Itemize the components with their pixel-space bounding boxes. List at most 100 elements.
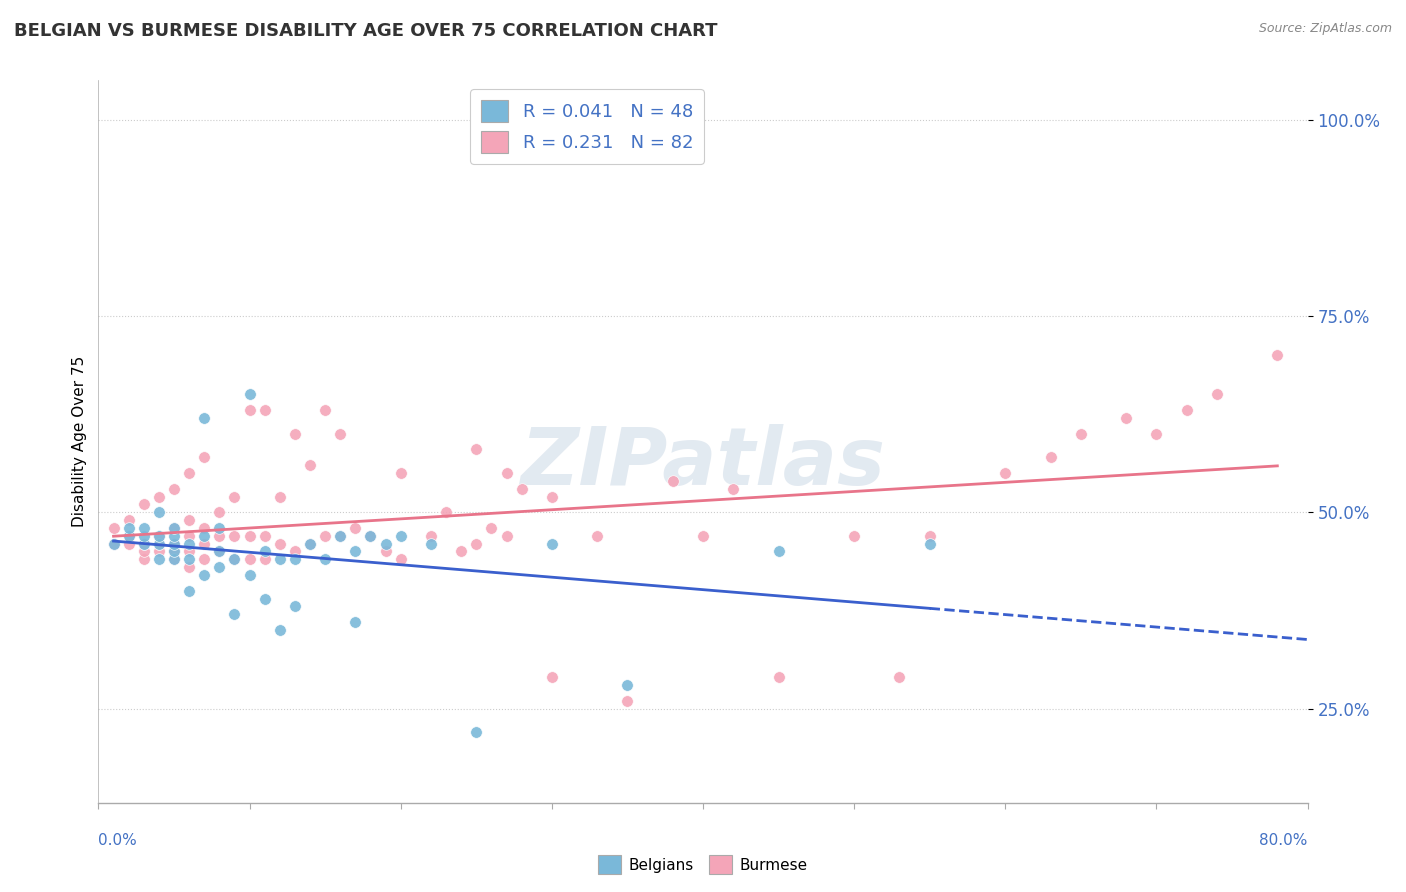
Point (193, 529, 215, 543)
Point (465, 725, 488, 739)
Text: 0.0%: 0.0% (98, 833, 138, 848)
Point (374, 536, 396, 550)
Point (616, 694, 638, 708)
Legend: Belgians, Burmese: Belgians, Burmese (592, 849, 814, 880)
Point (163, 521, 186, 535)
Point (132, 497, 155, 511)
Point (495, 466, 517, 480)
Point (118, 529, 141, 543)
Point (616, 678, 638, 692)
Point (193, 552, 215, 566)
Point (314, 529, 336, 543)
Point (918, 529, 941, 543)
Point (360, 529, 382, 543)
Point (163, 544, 186, 558)
Point (768, 670, 790, 684)
Point (132, 529, 155, 543)
Point (179, 583, 201, 598)
Point (208, 544, 231, 558)
Point (723, 482, 745, 496)
Point (103, 521, 125, 535)
Point (193, 450, 215, 465)
Point (374, 544, 396, 558)
Point (253, 529, 276, 543)
Point (299, 536, 322, 550)
Point (239, 568, 262, 582)
Point (163, 552, 186, 566)
Point (768, 544, 790, 558)
Point (284, 544, 307, 558)
Point (148, 544, 170, 558)
Point (224, 607, 246, 622)
Point (360, 529, 382, 543)
Point (163, 521, 186, 535)
Point (163, 482, 186, 496)
Point (329, 529, 352, 543)
Point (239, 387, 262, 401)
Point (1070, 426, 1092, 441)
Point (148, 536, 170, 550)
Point (163, 552, 186, 566)
Point (118, 529, 141, 543)
Point (118, 521, 141, 535)
Point (389, 529, 412, 543)
Point (1206, 387, 1229, 401)
Point (179, 536, 201, 550)
Point (540, 490, 562, 504)
Point (118, 536, 141, 550)
Point (269, 552, 291, 566)
Point (420, 536, 443, 550)
Point (253, 544, 276, 558)
Point (465, 536, 488, 550)
Point (253, 591, 276, 606)
Point (163, 536, 186, 550)
Point (253, 552, 276, 566)
Point (299, 458, 322, 472)
Point (253, 403, 276, 417)
Point (163, 544, 186, 558)
Point (179, 552, 201, 566)
Point (208, 560, 231, 574)
Point (239, 529, 262, 543)
Point (844, 529, 866, 543)
Point (208, 544, 231, 558)
Point (661, 474, 683, 488)
Point (344, 521, 367, 535)
Point (420, 529, 443, 543)
Point (179, 560, 201, 574)
Point (481, 521, 503, 535)
Point (148, 536, 170, 550)
Point (1115, 411, 1137, 425)
Point (132, 536, 155, 550)
Y-axis label: Disability Age Over 75: Disability Age Over 75 (72, 356, 87, 527)
Point (540, 670, 562, 684)
Point (450, 544, 472, 558)
Point (179, 544, 201, 558)
Point (103, 536, 125, 550)
Point (284, 599, 307, 614)
Point (224, 490, 246, 504)
Point (148, 529, 170, 543)
Point (179, 513, 201, 527)
Point (132, 552, 155, 566)
Point (329, 529, 352, 543)
Point (434, 505, 457, 519)
Point (148, 552, 170, 566)
Point (193, 568, 215, 582)
Point (224, 529, 246, 543)
Point (179, 466, 201, 480)
Point (586, 529, 609, 543)
Point (692, 529, 714, 543)
Point (239, 552, 262, 566)
Point (344, 615, 367, 630)
Point (344, 544, 367, 558)
Point (208, 505, 231, 519)
Point (540, 536, 562, 550)
Point (132, 521, 155, 535)
Text: ZIPatlas: ZIPatlas (520, 425, 886, 502)
Point (193, 411, 215, 425)
Point (329, 426, 352, 441)
Point (1039, 450, 1062, 465)
Point (269, 490, 291, 504)
Point (284, 552, 307, 566)
